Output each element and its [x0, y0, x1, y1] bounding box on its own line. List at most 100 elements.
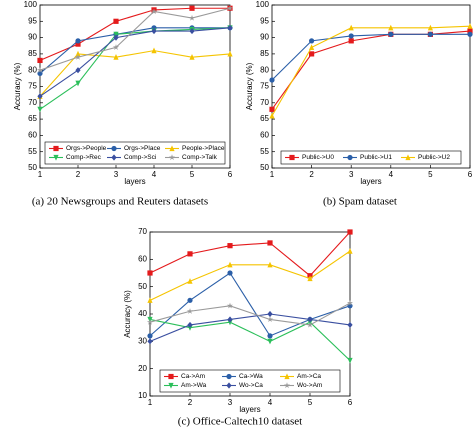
x-tick-label: 5	[190, 170, 195, 179]
marker	[111, 145, 117, 152]
legend: Orgs->People Orgs->Place People->Place Comp…	[44, 141, 226, 165]
marker	[189, 27, 195, 35]
plot-frame	[271, 4, 471, 169]
y-tick-label: 70	[260, 98, 269, 107]
marker	[53, 154, 59, 161]
marker	[269, 112, 275, 119]
y-tick-label: 30	[138, 336, 147, 345]
legend-box	[44, 141, 226, 165]
marker	[267, 333, 273, 339]
marker	[227, 316, 233, 323]
legend: Public->U0 Public->U1 Public->U2	[280, 150, 462, 165]
marker	[75, 80, 81, 87]
marker	[347, 321, 353, 329]
legend-label: Public->U0	[302, 154, 334, 161]
y-axis-label: Accuracy (%)	[245, 62, 254, 110]
marker	[187, 278, 193, 284]
marker	[151, 27, 157, 35]
legend-label: Comp->Talk	[182, 154, 218, 161]
caption: (b) Spam dataset	[323, 196, 397, 208]
marker	[36, 67, 44, 73]
y-tick-label: 85	[28, 49, 37, 58]
y-axis-label: Accuracy (%)	[123, 290, 132, 338]
y-tick-label: 75	[260, 82, 269, 91]
marker	[37, 106, 43, 113]
y-tick-label: 90	[28, 33, 37, 42]
marker	[226, 5, 234, 11]
marker	[37, 70, 43, 77]
x-tick-label: 2	[309, 170, 314, 179]
y-tick-label: 65	[28, 114, 37, 123]
marker	[388, 24, 394, 31]
x-tick-label: 1	[148, 398, 153, 407]
marker	[467, 31, 473, 37]
legend-label: Comp->Rec	[66, 154, 102, 161]
legend-label: Orgs->Place	[124, 145, 161, 152]
marker	[53, 145, 59, 152]
marker	[113, 54, 119, 60]
marker	[284, 373, 290, 380]
y-tick-label: 55	[260, 147, 269, 156]
legend-label: Wo->Ca	[239, 382, 263, 389]
marker	[227, 261, 233, 268]
marker	[151, 47, 157, 54]
marker	[227, 24, 233, 31]
x-tick-label: 4	[268, 398, 273, 407]
series-line	[149, 318, 351, 361]
y-tick-label: 40	[138, 309, 147, 318]
x-tick-label: 6	[468, 170, 473, 179]
marker	[289, 154, 295, 161]
marker	[188, 14, 196, 21]
marker	[168, 373, 174, 380]
marker	[269, 77, 275, 83]
marker	[283, 382, 291, 389]
marker	[348, 24, 354, 31]
marker	[309, 51, 315, 57]
x-axis-label: layers	[239, 405, 260, 414]
y-tick-label: 100	[24, 0, 38, 9]
marker	[168, 382, 174, 389]
marker	[227, 243, 233, 249]
y-axis-label: Accuracy (%)	[13, 62, 22, 110]
marker	[405, 154, 411, 161]
marker	[112, 44, 120, 50]
x-tick-label: 5	[308, 398, 313, 407]
marker	[347, 154, 353, 161]
legend-label: Am->Ca	[297, 373, 321, 380]
y-tick-label: 100	[256, 0, 270, 9]
marker	[267, 338, 273, 345]
marker	[37, 57, 43, 64]
y-tick-label: 75	[28, 82, 37, 91]
series-line	[39, 27, 231, 110]
marker	[75, 38, 81, 44]
caption: (a) 20 Newsgroups and Reuters datasets	[32, 196, 208, 208]
legend-label: Orgs->People	[66, 145, 107, 152]
marker	[227, 50, 233, 57]
marker	[189, 5, 195, 11]
series-line	[39, 27, 231, 97]
legend-label: People->Place	[182, 145, 225, 152]
y-tick-label: 50	[260, 163, 269, 172]
series-line	[149, 250, 351, 301]
marker	[347, 248, 353, 254]
x-tick-label: 2	[188, 398, 193, 407]
x-tick-label: 4	[152, 170, 157, 179]
marker	[189, 54, 195, 60]
y-tick-label: 60	[260, 131, 269, 140]
marker	[227, 270, 233, 276]
legend-box	[159, 369, 341, 393]
x-tick-label: 3	[228, 398, 233, 407]
marker	[168, 154, 176, 161]
x-tick-label: 6	[228, 170, 233, 179]
series-line	[149, 272, 351, 337]
marker	[388, 31, 394, 37]
series-line	[39, 50, 231, 97]
marker	[146, 319, 154, 325]
marker	[267, 310, 273, 318]
marker	[113, 34, 119, 41]
marker	[267, 261, 273, 268]
y-tick-label: 70	[138, 227, 147, 236]
legend-label: Public->U1	[360, 154, 392, 161]
marker	[307, 316, 313, 323]
